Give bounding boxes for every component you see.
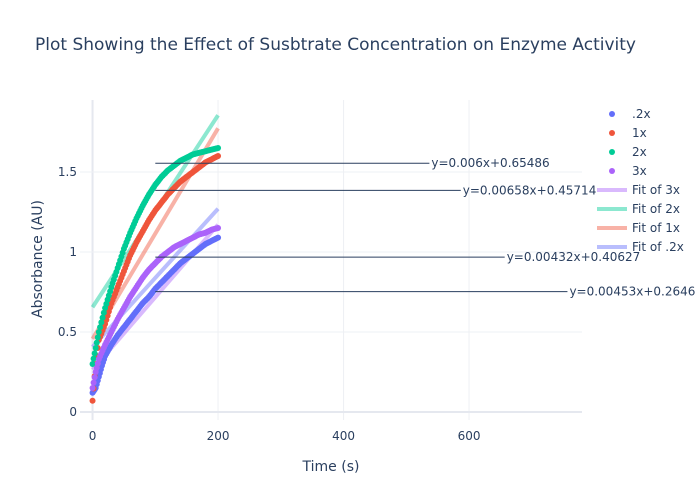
legend-item: 3x: [609, 164, 647, 178]
annotation-label: y=0.00432x+0.40627: [507, 250, 641, 264]
legend-label: Fit of 3x: [632, 183, 680, 197]
x-tick-label: 400: [332, 429, 355, 443]
legend-label: Fit of .2x: [632, 240, 684, 254]
legend-label: .2x: [632, 107, 651, 121]
y-tick-label: 0: [69, 405, 77, 419]
tick-labels: 0 200 400 600 0 0.5 1 1.5: [58, 165, 481, 443]
data-point: [97, 324, 104, 331]
legend-marker: [609, 168, 615, 174]
y-tick-label: 0.5: [58, 325, 77, 339]
data-point: [89, 385, 96, 391]
data-point: [215, 234, 222, 241]
x-axis-title: Time (s): [302, 459, 360, 475]
data-point: [100, 309, 107, 316]
legend-item: Fit of .2x: [597, 240, 684, 254]
x-tick-label: 600: [458, 429, 481, 443]
data-point: [99, 314, 106, 321]
legend: .2x 1x 2x 3x Fit of 3x Fit of 2x Fit of 1x Fit …: [597, 107, 684, 254]
data-point: [93, 339, 100, 346]
data-point: [89, 397, 96, 404]
legend-label: 1x: [632, 126, 647, 140]
legend-label: Fit of 2x: [632, 202, 680, 216]
data-point: [94, 334, 101, 341]
series-markers: [89, 225, 222, 391]
legend-item: 1x: [609, 126, 647, 140]
legend-label: Fit of 1x: [632, 221, 680, 235]
data-point: [91, 350, 98, 357]
legend-label: 3x: [632, 164, 647, 178]
legend-marker: [609, 149, 615, 155]
annotation-label: y=0.00453x+0.2646: [569, 285, 695, 299]
data-point: [89, 361, 96, 367]
series-markers: [89, 145, 222, 367]
data-point: [90, 355, 97, 362]
legend-item: Fit of 3x: [597, 183, 680, 197]
data-point: [91, 374, 98, 381]
annotation-label: y=0.00658x+0.45714: [463, 183, 597, 197]
data-point: [215, 145, 222, 151]
legend-item: Fit of 1x: [597, 221, 680, 235]
data-point: [215, 225, 222, 231]
y-axis-title: Absorbance (AU): [30, 200, 46, 318]
data-point: [92, 345, 99, 351]
y-tick-label: 1.5: [58, 165, 77, 179]
legend-marker: [609, 130, 615, 136]
legend-item: .2x: [609, 107, 651, 121]
annotation-label: y=0.006x+0.65486: [431, 156, 549, 170]
legend-label: 2x: [632, 145, 647, 159]
annotations: y=0.006x+0.65486 y=0.00658x+0.45714 y=0.00…: [155, 156, 695, 299]
data-markers: [89, 145, 222, 404]
x-tick-label: 0: [89, 429, 97, 443]
data-point: [215, 153, 222, 159]
x-tick-label: 200: [207, 429, 230, 443]
data-point: [95, 329, 102, 335]
y-tick-label: 1: [69, 245, 77, 259]
chart-title: Plot Showing the Effect of Susbtrate Con…: [35, 35, 636, 55]
series-markers: [89, 234, 222, 396]
legend-item: Fit of 2x: [597, 202, 680, 216]
data-point: [98, 319, 105, 326]
legend-marker: [609, 111, 615, 117]
legend-item: 2x: [609, 145, 647, 159]
data-point: [90, 379, 97, 386]
